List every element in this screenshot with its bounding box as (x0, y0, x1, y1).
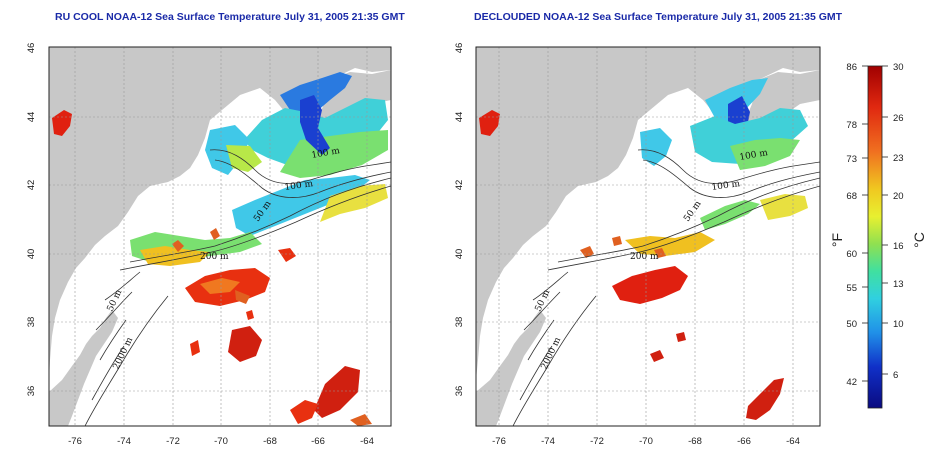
x-tick-label: -66 (311, 436, 325, 447)
left-grid (49, 47, 391, 426)
y-tick-label: 38 (454, 317, 465, 328)
fahrenheit-tick: 50 (846, 319, 857, 330)
right-grid (476, 47, 820, 426)
x-tick-label: -76 (68, 436, 82, 447)
left-contour-label: 100 m (311, 146, 341, 161)
fahrenheit-unit-label: °F (829, 233, 845, 247)
left-contour-label: 100 m (284, 179, 314, 193)
colorbar-fahrenheit-ticks: 86 78 73 68 60 55 50 42 (846, 62, 857, 388)
left-map-panel: 100 m 100 m 50 m 200 m 50 m 2000 m -76 -… (26, 43, 392, 447)
x-tick-label: -68 (263, 436, 277, 447)
celsius-tick: 20 (893, 191, 904, 202)
right-sst-bay-of-fundy-warm (479, 110, 500, 136)
right-sst-warm-eddies (612, 248, 784, 420)
x-tick-label: -76 (492, 436, 506, 447)
celsius-tick: 13 (893, 279, 904, 290)
y-tick-label: 46 (26, 43, 37, 54)
colorbar-gradient (867, 65, 883, 409)
x-tick-label: -64 (360, 436, 374, 447)
left-panel-title: RU COOL NOAA-12 Sea Surface Temperature … (55, 11, 405, 23)
right-contour-label: 100 m (711, 179, 741, 193)
celsius-tick: 26 (893, 113, 904, 124)
x-tick-label: -72 (590, 436, 604, 447)
fahrenheit-tick: 42 (846, 377, 857, 388)
colorbar-celsius-ticks: 30 26 23 20 16 13 10 6 (893, 62, 904, 381)
x-tick-label: -72 (166, 436, 180, 447)
y-tick-label: 44 (454, 112, 465, 123)
x-tick-label: -74 (117, 436, 131, 447)
x-tick-label: -70 (214, 436, 228, 447)
fahrenheit-tick: 68 (846, 191, 857, 202)
x-tick-label: -68 (688, 436, 702, 447)
right-map-panel: 100 m 100 m 50 m 200 m 50 m 2000 m -76 -… (454, 43, 821, 447)
x-tick-label: -66 (737, 436, 751, 447)
left-contour-label: 200 m (200, 252, 229, 262)
right-x-axis: -76 -74 -72 -70 -68 -66 -64 (492, 436, 800, 447)
x-tick-label: -64 (786, 436, 800, 447)
right-y-axis: 46 44 42 40 38 36 (454, 43, 465, 397)
left-frame (48, 46, 392, 427)
right-land-southeast (476, 310, 546, 426)
right-frame (475, 46, 821, 427)
left-land-southeast (49, 310, 118, 426)
x-tick-label: -74 (541, 436, 555, 447)
right-contour-label: 100 m (739, 148, 769, 163)
celsius-tick: 23 (893, 153, 904, 164)
right-land (476, 47, 820, 380)
y-tick-label: 44 (26, 112, 37, 123)
colorbar-fahrenheit-tickmarks (862, 65, 868, 382)
right-contour-label: 200 m (630, 252, 659, 262)
y-tick-label: 46 (454, 43, 465, 54)
left-y-axis: 46 44 42 40 38 36 (26, 43, 37, 397)
celsius-tick: 30 (893, 62, 904, 73)
y-tick-label: 38 (26, 317, 37, 328)
celsius-tick: 10 (893, 319, 904, 330)
left-x-axis: -76 -74 -72 -70 -68 -66 -64 (68, 436, 374, 447)
celsius-unit-label: °C (911, 232, 927, 248)
right-sst-gulf-of-maine (640, 78, 808, 170)
x-tick-label: -70 (639, 436, 653, 447)
fahrenheit-tick: 78 (846, 120, 857, 131)
y-tick-label: 42 (454, 180, 465, 191)
celsius-tick: 16 (893, 241, 904, 252)
celsius-tick: 6 (893, 370, 898, 381)
left-land (49, 47, 391, 380)
y-tick-label: 36 (26, 386, 37, 397)
fahrenheit-tick: 73 (846, 154, 857, 165)
left-sst-bay-of-fundy-warm (52, 110, 72, 136)
left-sst-warm-eddies (185, 248, 372, 426)
y-tick-label: 40 (26, 249, 37, 260)
fahrenheit-tick: 86 (846, 62, 857, 73)
fahrenheit-tick: 55 (846, 283, 857, 294)
left-sst-gulf-of-maine (205, 72, 388, 178)
colorbar: 86 78 73 68 60 55 50 42 30 26 23 20 16 1… (829, 62, 927, 409)
colorbar-celsius-tickmarks (882, 65, 888, 375)
y-tick-label: 40 (454, 249, 465, 260)
fahrenheit-tick: 60 (846, 249, 857, 260)
right-panel-title: DECLOUDED NOAA-12 Sea Surface Temperatur… (474, 11, 843, 23)
y-tick-label: 36 (454, 386, 465, 397)
y-tick-label: 42 (26, 180, 37, 191)
